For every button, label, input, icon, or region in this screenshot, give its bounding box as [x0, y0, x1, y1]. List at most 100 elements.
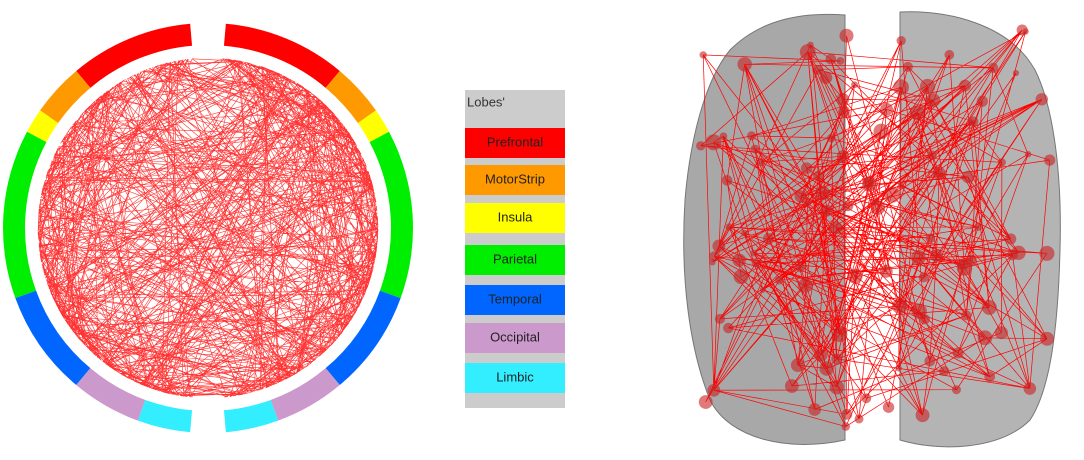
brain-node [707, 383, 721, 397]
brain-node [895, 365, 902, 372]
lobe-arc [137, 399, 193, 433]
brain-node [974, 222, 983, 231]
brain-node [721, 175, 733, 186]
brain-network [696, 24, 1056, 431]
brain-node [930, 249, 943, 262]
brain-node [733, 269, 749, 285]
brain-node [723, 322, 734, 334]
brain-node [741, 229, 748, 237]
legend-label: Parietal [493, 251, 537, 266]
brain-node [1005, 233, 1017, 245]
brain-node [815, 185, 831, 201]
legend: Lobes' Prefrontal MotorStrip Insula Parieta… [465, 90, 565, 408]
brain-node [705, 134, 722, 151]
brain-node [854, 414, 864, 424]
brain-node [892, 298, 908, 314]
brain-node [968, 119, 975, 126]
brain-node [1016, 24, 1028, 36]
brain-node [836, 93, 850, 106]
brain-node [709, 251, 720, 262]
brain-node [939, 365, 950, 377]
brain-node [994, 326, 1008, 340]
brain-node [1044, 154, 1056, 166]
brain-node [924, 355, 936, 367]
brain-node [997, 158, 1006, 167]
lobe-arc [270, 368, 340, 421]
brain-node [750, 249, 758, 257]
brain-node [737, 57, 752, 72]
brain-node [696, 141, 706, 151]
brain-node [1023, 382, 1037, 395]
brain-node [981, 300, 997, 315]
brain-node [911, 303, 927, 319]
brain-node [902, 61, 913, 72]
brain-node [819, 361, 834, 376]
brain-node [1011, 245, 1026, 260]
brain-node [759, 286, 767, 293]
brain-node [825, 53, 837, 65]
brain-node [977, 330, 993, 346]
brain-node [826, 133, 836, 143]
brain-node [832, 326, 848, 342]
brain-node [842, 200, 854, 212]
connectogram-chords [37, 58, 379, 398]
brain-node [925, 233, 936, 243]
brain-node [714, 313, 725, 324]
brain-node [838, 105, 850, 118]
lobe-arc [2, 131, 47, 299]
brain-node [797, 278, 813, 293]
brain-node [829, 221, 843, 234]
lobe-arc [357, 110, 390, 143]
brain-node [919, 78, 936, 95]
brain-node [804, 199, 812, 207]
brain-node [879, 264, 893, 278]
legend-swatch [465, 203, 565, 233]
brain-node [1035, 93, 1048, 106]
brain-node [871, 198, 878, 205]
legend-swatch [465, 245, 565, 275]
brain-node [839, 28, 854, 43]
brain-node [763, 232, 774, 244]
brain-node [984, 371, 996, 383]
brain-node [1024, 151, 1032, 158]
legend-swatch [465, 165, 565, 195]
lobe-arc [325, 290, 401, 386]
brain-node [719, 132, 728, 141]
brain-node [851, 81, 858, 89]
brain-node [799, 44, 816, 60]
brain-node [988, 62, 999, 73]
brain-node [841, 422, 851, 431]
lobe-arc [15, 290, 91, 386]
brain-node [751, 258, 761, 268]
brain-node [836, 150, 850, 163]
brain-node [836, 57, 845, 65]
brain-node [873, 123, 890, 140]
brain-node [952, 347, 964, 359]
chord-lines [37, 58, 379, 398]
legend-swatch [465, 323, 565, 353]
brain-node [882, 401, 895, 413]
brain-node [813, 65, 824, 75]
brain-node [774, 275, 784, 285]
brain-render [683, 11, 1061, 448]
lobe-arc [369, 131, 413, 299]
brain-node [698, 395, 713, 409]
connectogram-ring [2, 23, 413, 433]
brain-node [813, 170, 824, 182]
legend-label: Prefrontal [487, 134, 543, 149]
brain-node [915, 408, 930, 423]
brain-node [893, 79, 909, 96]
brain-node [976, 95, 988, 107]
brain-node [819, 71, 833, 84]
brain-node [918, 272, 929, 283]
lobe-arc [223, 23, 340, 88]
brain-node [757, 158, 766, 167]
brain-node [861, 393, 872, 404]
lobe-arc [76, 23, 193, 88]
brain-node [961, 310, 972, 321]
brain-node [897, 182, 905, 189]
brain-node [750, 144, 760, 154]
brain-node [959, 79, 971, 92]
brain-node [820, 204, 833, 217]
